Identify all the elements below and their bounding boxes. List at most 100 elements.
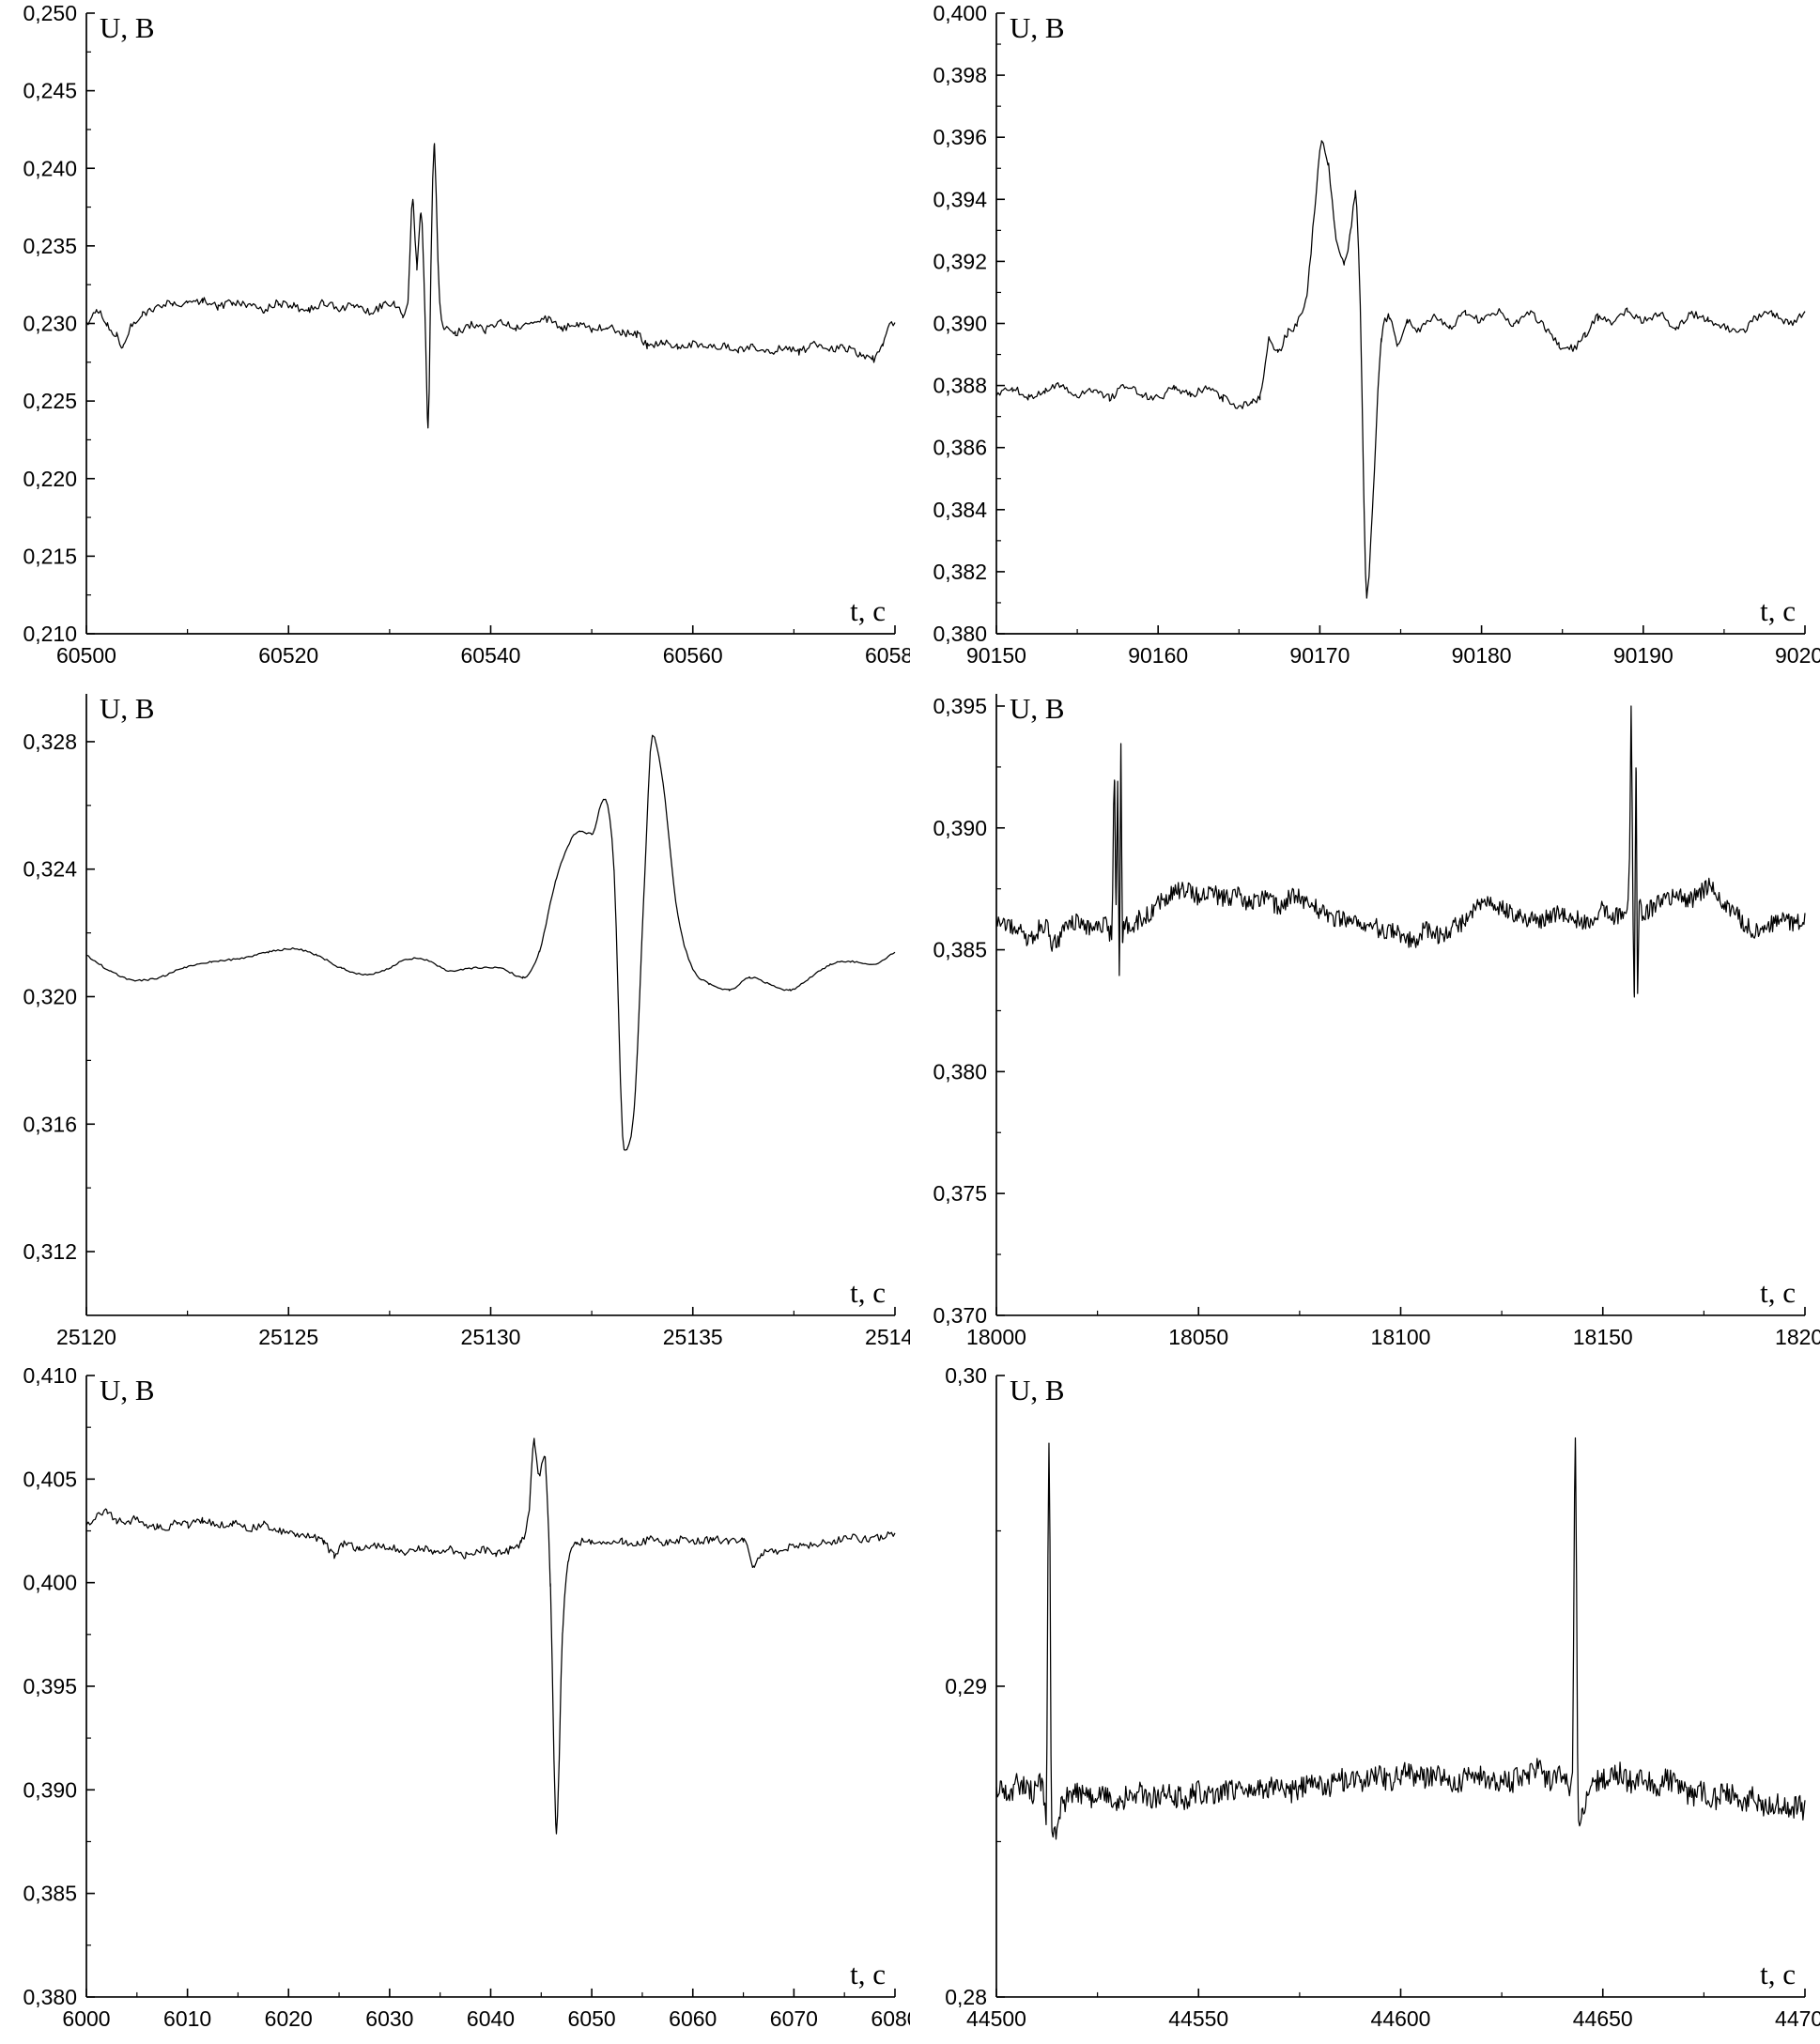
x-tick-label: 25125 (258, 1325, 318, 1349)
chart-3-svg: 0,312 0,316 0,320 0,324 0,328 25120 25125 25130… (23, 692, 910, 1349)
y-tick-label: 0,384 (933, 498, 987, 522)
x-tick-label: 60580 (865, 643, 910, 668)
y-tick-label: 0,235 (23, 234, 77, 258)
x-tick-label: 25135 (663, 1325, 723, 1349)
chart-6-svg: 0,28 0,29 0,30 44500 44550 44600 44650 44700 U, … (945, 1363, 1820, 2031)
y-tick-label: 0,230 (23, 312, 77, 336)
series-path (85, 734, 896, 1151)
y-tick-label: 0,375 (933, 1181, 987, 1206)
y-tick-label: 0,380 (23, 1985, 77, 2009)
y-tick-label: 0,380 (933, 622, 987, 646)
x-tick-label: 25120 (56, 1325, 116, 1349)
x-tick-label: 18150 (1573, 1325, 1633, 1349)
y-tick-label: 0,225 (23, 389, 77, 413)
x-tick-label: 60520 (258, 643, 318, 668)
y-tick-label: 0,215 (23, 544, 77, 568)
y-tick-label: 0,245 (23, 79, 77, 103)
x-tick-label: 44650 (1573, 2006, 1633, 2031)
y-axis-title: U, B (100, 11, 155, 44)
chart-1: 0,210 0,215 0,220 0,225 0,230 0,235 0,240 0,245… (0, 0, 910, 681)
y-axis-title: U, B (100, 1374, 155, 1406)
y-tick-label: 0,240 (23, 156, 77, 180)
x-tick-label: 6030 (365, 2006, 413, 2031)
y-tick-label: 0,392 (933, 249, 987, 273)
y-tick-label: 0,328 (23, 730, 77, 754)
x-tick-label: 18050 (1168, 1325, 1228, 1349)
y-tick-label: 0,324 (23, 857, 77, 882)
x-tick-label: 6060 (669, 2006, 717, 2031)
series-path (995, 140, 1806, 599)
x-tick-label: 18100 (1371, 1325, 1431, 1349)
y-tick-label: 0,385 (933, 938, 987, 962)
x-axis-title: t, c (850, 594, 886, 627)
y-tick-label: 0,210 (23, 622, 77, 646)
x-tick-label: 90200 (1775, 643, 1820, 668)
x-tick-label: 60560 (663, 643, 723, 668)
x-tick-label: 44700 (1775, 2006, 1820, 2031)
x-tick-label: 18000 (966, 1325, 1026, 1349)
y-tick-label: 0,380 (933, 1059, 987, 1083)
y-tick-label: 0,30 (945, 1363, 987, 1388)
chart-2: 0,380 0,382 0,384 0,386 0,388 0,390 0,392 0,394… (910, 0, 1820, 681)
series-path (995, 705, 1806, 998)
x-axis-title: t, c (850, 1276, 886, 1309)
chart-6: 0,28 0,29 0,30 44500 44550 44600 44650 44700 U, … (910, 1362, 1820, 2044)
y-tick-label: 0,320 (23, 984, 77, 1008)
y-axis-title: U, B (1010, 692, 1065, 725)
x-tick-label: 6070 (770, 2006, 818, 2031)
x-tick-label: 44600 (1371, 2006, 1431, 2031)
x-tick-label: 25140 (865, 1325, 910, 1349)
series-path (995, 1437, 1806, 1840)
x-tick-label: 6010 (163, 2006, 211, 2031)
y-tick-label: 0,388 (933, 374, 987, 398)
y-axis-title: U, B (1010, 1374, 1065, 1406)
y-tick-label: 0,390 (933, 312, 987, 336)
x-tick-label: 60540 (461, 643, 521, 668)
x-tick-label: 6020 (265, 2006, 313, 2031)
y-tick-label: 0,395 (933, 694, 987, 718)
x-tick-label: 6050 (568, 2006, 616, 2031)
y-tick-label: 0,386 (933, 436, 987, 460)
series-path (85, 1437, 896, 1835)
x-axis-title: t, c (1760, 594, 1796, 627)
chart-5-svg: 0,380 0,385 0,390 0,395 0,400 0,405 0,410 6000 6… (23, 1363, 910, 2031)
y-tick-label: 0,400 (933, 1, 987, 25)
x-tick-label: 44550 (1168, 2006, 1228, 2031)
x-axis-title: t, c (850, 1958, 886, 1990)
y-axis-title: U, B (100, 692, 155, 725)
y-tick-label: 0,28 (945, 1985, 987, 2009)
y-tick-label: 0,385 (23, 1882, 77, 1906)
chart-1-svg: 0,210 0,215 0,220 0,225 0,230 0,235 0,240 0,245… (23, 1, 910, 668)
x-tick-label: 6000 (62, 2006, 110, 2031)
y-tick-label: 0,395 (23, 1674, 77, 1698)
x-tick-label: 6080 (871, 2006, 910, 2031)
y-tick-label: 0,220 (23, 467, 77, 491)
y-tick-label: 0,390 (23, 1777, 77, 1802)
y-tick-label: 0,398 (933, 63, 987, 87)
y-tick-label: 0,370 (933, 1303, 987, 1328)
series-path (85, 143, 896, 429)
x-tick-label: 25130 (461, 1325, 521, 1349)
x-tick-label: 90160 (1128, 643, 1188, 668)
x-tick-label: 60500 (56, 643, 116, 668)
y-tick-label: 0,410 (23, 1363, 77, 1388)
y-tick-label: 0,382 (933, 560, 987, 584)
x-tick-label: 6040 (467, 2006, 515, 2031)
y-tick-label: 0,405 (23, 1467, 77, 1491)
x-tick-label: 90180 (1452, 643, 1512, 668)
chart-2-svg: 0,380 0,382 0,384 0,386 0,388 0,390 0,392 0,394… (933, 1, 1820, 668)
chart-4-svg: 0,370 0,375 0,380 0,385 0,390 0,395 18000 18050… (933, 692, 1820, 1349)
x-tick-label: 18200 (1775, 1325, 1820, 1349)
y-tick-label: 0,250 (23, 1, 77, 25)
y-axis-title: U, B (1010, 11, 1065, 44)
x-tick-label: 90170 (1289, 643, 1350, 668)
y-tick-label: 0,29 (945, 1674, 987, 1698)
y-tick-label: 0,312 (23, 1239, 77, 1264)
y-tick-label: 0,390 (933, 816, 987, 840)
y-tick-label: 0,396 (933, 125, 987, 149)
x-axis-title: t, c (1760, 1958, 1796, 1990)
chart-5: 0,380 0,385 0,390 0,395 0,400 0,405 0,410 6000 6… (0, 1362, 910, 2044)
y-tick-label: 0,394 (933, 187, 987, 211)
chart-3: 0,312 0,316 0,320 0,324 0,328 25120 25125 25130… (0, 681, 910, 1362)
